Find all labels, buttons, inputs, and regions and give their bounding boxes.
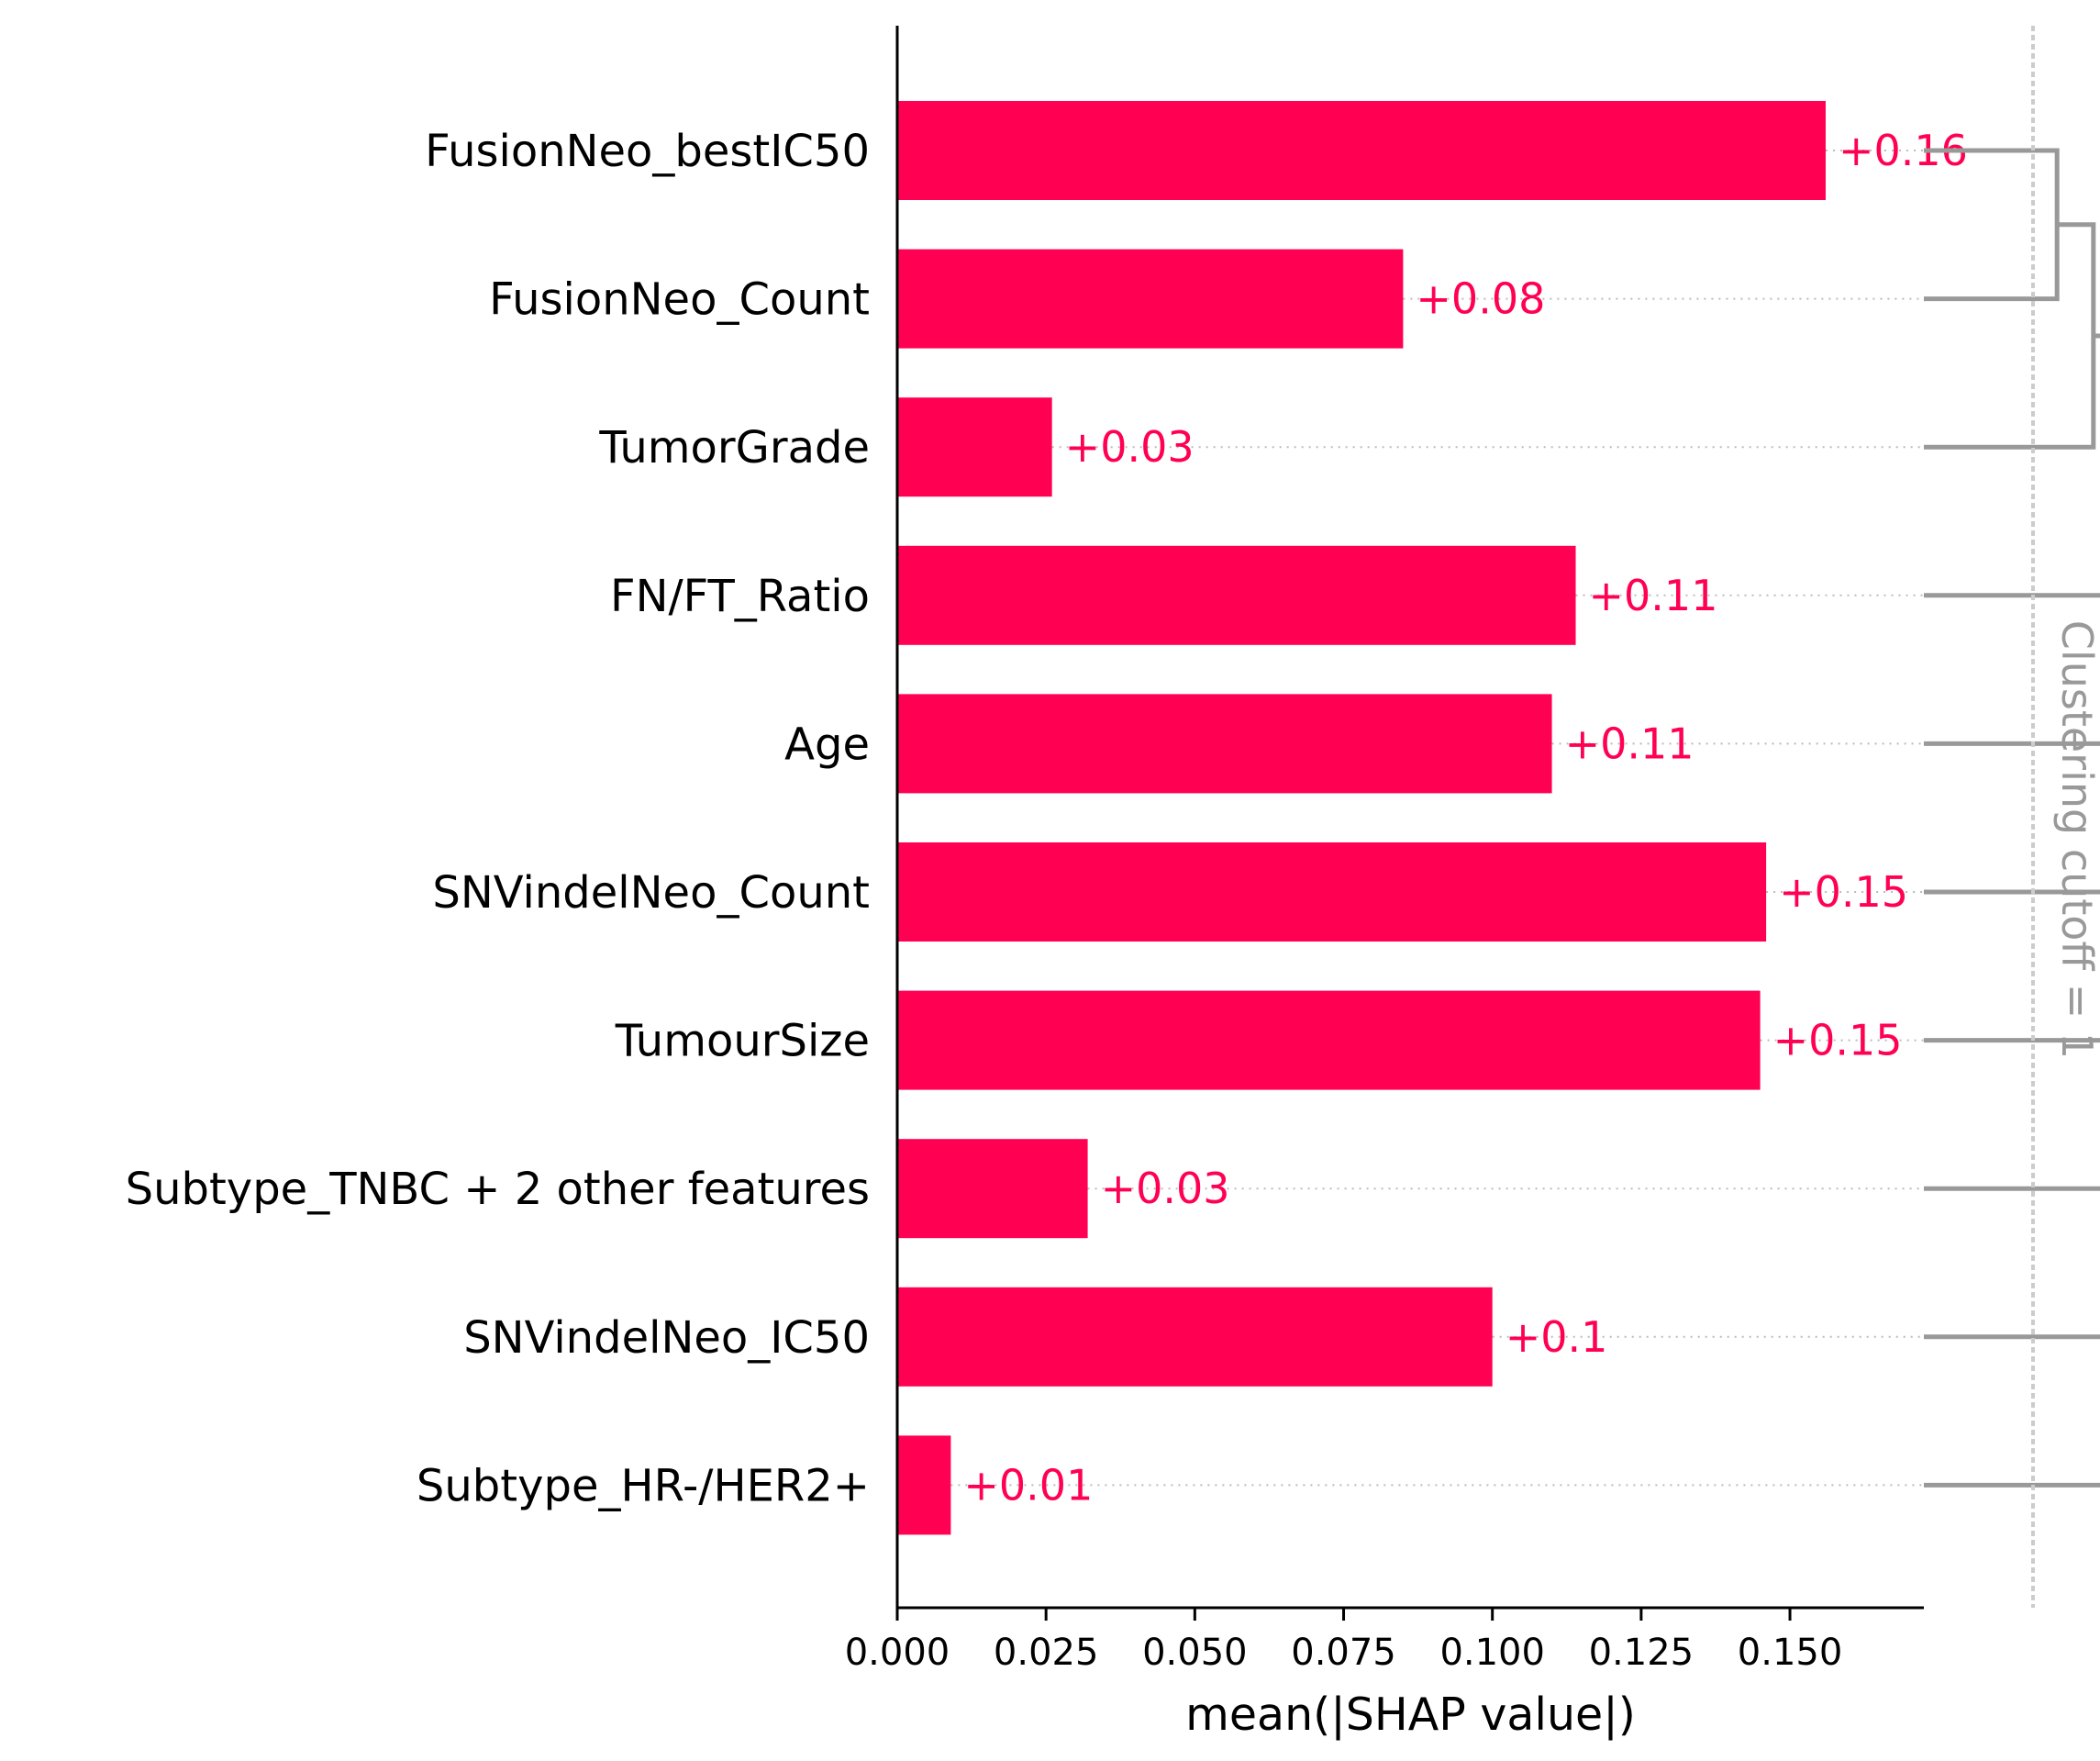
dendrogram-link bbox=[1924, 1038, 2100, 1043]
feature-labels: FusionNeo_bestIC50 FusionNeo_Count TumorGr… bbox=[126, 126, 870, 1511]
feature-label: SNVindelNeo_IC50 bbox=[463, 1312, 870, 1364]
feature-label: TumourSize bbox=[615, 1016, 870, 1067]
x-tick-label: 0.075 bbox=[1291, 1632, 1396, 1674]
dendrogram-link bbox=[1924, 1186, 2100, 1191]
clustering-cutoff-label: Clustering cutoff = 1 bbox=[2052, 620, 2100, 1059]
value-label: +0.11 bbox=[1565, 719, 1694, 768]
bar bbox=[897, 1139, 1088, 1239]
x-tick-label: 0.100 bbox=[1439, 1632, 1545, 1674]
dendrogram-link bbox=[1924, 741, 2100, 746]
value-label: +0.11 bbox=[1589, 571, 1718, 620]
bar bbox=[897, 545, 1576, 645]
x-tick-label: 0.125 bbox=[1589, 1632, 1694, 1674]
value-label: +0.01 bbox=[963, 1460, 1093, 1510]
bar bbox=[897, 990, 1761, 1090]
x-tick-label: 0.150 bbox=[1738, 1632, 1843, 1674]
x-tick-label: 0.050 bbox=[1142, 1632, 1248, 1674]
x-tick-label: 0.025 bbox=[994, 1632, 1099, 1674]
bar bbox=[897, 694, 1552, 794]
x-axis-title: mean(|SHAP value|) bbox=[1185, 1689, 1636, 1741]
bars-layer bbox=[897, 101, 1826, 1535]
bar bbox=[897, 1435, 951, 1535]
feature-label: Subtype_HR-/HER2+ bbox=[417, 1460, 870, 1511]
dotted-guide-lines bbox=[950, 150, 1924, 1487]
value-label: +0.03 bbox=[1101, 1164, 1230, 1213]
feature-label: FN/FT_Ratio bbox=[610, 571, 870, 622]
bar bbox=[897, 249, 1404, 349]
value-label: +0.08 bbox=[1416, 274, 1545, 324]
feature-label: Age bbox=[784, 719, 870, 770]
bar bbox=[897, 842, 1767, 942]
value-label: +0.15 bbox=[1773, 1016, 1903, 1065]
value-label: +0.15 bbox=[1779, 867, 1908, 917]
bar bbox=[897, 1287, 1493, 1387]
dendrogram-link bbox=[1924, 333, 2100, 598]
bar bbox=[897, 101, 1826, 200]
x-tick-label: 0.000 bbox=[845, 1632, 950, 1674]
value-labels: +0.16+0.08+0.03+0.11+0.11+0.15+0.15+0.03… bbox=[963, 126, 1968, 1510]
dendrogram-link bbox=[1924, 889, 2100, 895]
feature-label: FusionNeo_bestIC50 bbox=[425, 126, 870, 177]
dendrogram-link bbox=[1924, 1334, 2100, 1488]
clustering-dendrogram bbox=[1924, 148, 2100, 1488]
bar bbox=[897, 397, 1052, 497]
value-label: +0.03 bbox=[1065, 422, 1194, 472]
feature-label: SNVindelNeo_Count bbox=[432, 867, 870, 919]
value-label: +0.1 bbox=[1506, 1312, 1608, 1362]
feature-label: Subtype_TNBC + 2 other features bbox=[126, 1164, 870, 1215]
feature-label: TumorGrade bbox=[598, 422, 870, 474]
dendrogram-link bbox=[1924, 222, 2096, 450]
feature-label: FusionNeo_Count bbox=[489, 274, 870, 326]
axes: 0.000 0.025 0.050 0.075 0.100 0.125 0.150 bbox=[845, 26, 1924, 1674]
